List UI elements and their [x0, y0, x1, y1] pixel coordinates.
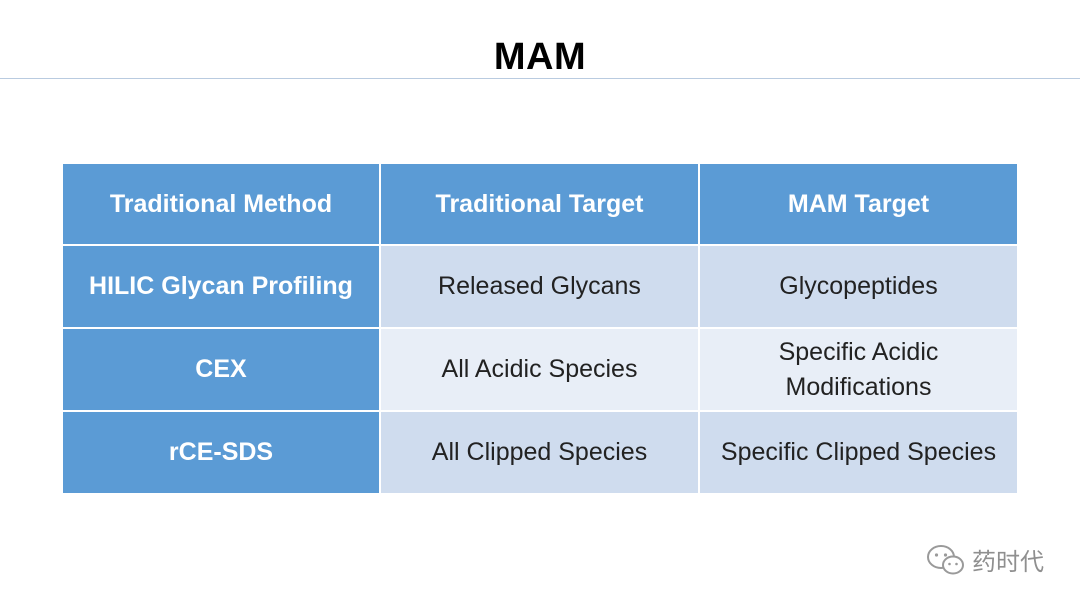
table-row: HILIC Glycan Profiling Released Glycans … — [61, 244, 1019, 329]
traditional-target-cell: Released Glycans — [379, 244, 700, 329]
method-cell: HILIC Glycan Profiling — [61, 244, 381, 329]
header-mam-target: MAM Target — [698, 162, 1019, 246]
slide-title: MAM — [493, 36, 587, 78]
comparison-table: Traditional Method Traditional Target MA… — [61, 162, 1019, 495]
method-cell: rCE-SDS — [61, 410, 381, 495]
mam-target-cell: Specific Acidic Modifications — [698, 327, 1019, 412]
table-row: CEX All Acidic Species Specific Acidic M… — [61, 327, 1019, 412]
method-cell: CEX — [61, 327, 381, 412]
mam-target-cell: Glycopeptides — [698, 244, 1019, 329]
title-divider — [0, 78, 1080, 79]
watermark-text: 药时代 — [972, 548, 1044, 576]
header-traditional-target: Traditional Target — [379, 162, 700, 246]
wechat-icon — [926, 543, 966, 577]
table-header-row: Traditional Method Traditional Target MA… — [61, 162, 1019, 246]
header-traditional-method: Traditional Method — [61, 162, 381, 246]
traditional-target-cell: All Clipped Species — [379, 410, 700, 495]
table-row: rCE-SDS All Clipped Species Specific Cli… — [61, 410, 1019, 495]
traditional-target-cell: All Acidic Species — [379, 327, 700, 412]
watermark: 药时代 — [926, 542, 1044, 577]
mam-target-cell: Specific Clipped Species — [698, 410, 1019, 495]
